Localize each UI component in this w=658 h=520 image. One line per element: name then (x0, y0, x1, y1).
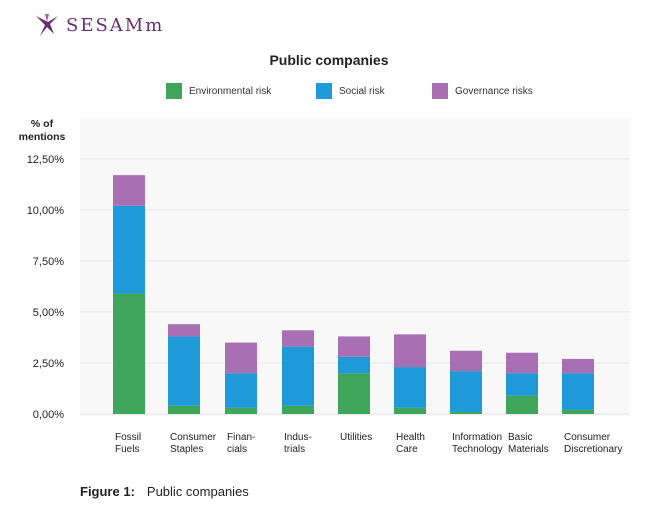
brand-name: SESAMm (66, 14, 165, 36)
bar-segment (168, 336, 200, 406)
bar-segment (562, 373, 594, 410)
bar-segment (282, 405, 314, 414)
legend-label: Governance risks (455, 85, 533, 97)
x-tick-label: Indus-trials (284, 432, 312, 455)
bar-segment (506, 395, 538, 414)
bar-segment (394, 367, 426, 408)
chart-legend: Environmental risk Social risk Governance … (0, 83, 658, 101)
bar-segment (562, 358, 594, 374)
x-tick-label: Health Care (396, 432, 425, 455)
legend-label: Environmental risk (189, 85, 272, 97)
bar-segment (562, 409, 594, 414)
bar-segment (282, 346, 314, 406)
x-tick-label: Information Technology (452, 432, 503, 455)
x-tick-label: Finan-cials (227, 432, 255, 455)
bar-segment (506, 373, 538, 396)
bar-segment (394, 334, 426, 368)
x-tick-label: Fossil Fuels (115, 432, 141, 455)
bar-segment (225, 407, 257, 414)
legend-item: Governance risks (432, 83, 533, 99)
bar-segment (168, 324, 200, 337)
bar-segment (225, 342, 257, 374)
bar-segment (282, 330, 314, 347)
y-tick-label: 5,00% (33, 307, 64, 319)
bar-segment (450, 350, 482, 372)
brand-logo: SESAMm (34, 10, 164, 40)
y-tick-label: 10,00% (27, 205, 65, 217)
bar-segment (450, 411, 482, 414)
bar-segment (168, 405, 200, 414)
legend-label: Social risk (339, 85, 385, 97)
chart-title: Public companies (269, 52, 389, 68)
figure-caption-label: Figure 1: (80, 484, 135, 499)
legend-item: Social risk (316, 83, 385, 99)
legend-swatch (432, 83, 448, 99)
y-tick-label: 2,50% (33, 358, 64, 370)
bar-segment (338, 356, 370, 374)
legend-swatch (316, 83, 332, 99)
bar-segment (113, 175, 145, 206)
legend-swatch (166, 83, 182, 99)
bar-segment (394, 407, 426, 414)
y-axis-label: % of mentions (18, 118, 66, 143)
figure-caption: Figure 1: Public companies (80, 484, 249, 499)
bar-segment (338, 373, 370, 414)
sesamm-logo-icon (36, 14, 58, 36)
x-tick-label: Basic Materials (508, 432, 549, 455)
stacked-bar-chart: 0,00% 2,50% 5,00% 7,50% 10,00% 12,50% Fossil Fu… (27, 154, 630, 455)
bar-segment (450, 371, 482, 412)
bar-segment (113, 293, 145, 414)
y-tick-label: 7,50% (33, 256, 64, 268)
y-tick-label: 12,50% (27, 154, 65, 166)
x-tick-label: Utilities (340, 432, 372, 443)
bar-segment (506, 352, 538, 374)
bar-segment (338, 336, 370, 357)
figure-caption-text: Public companies (146, 484, 249, 499)
x-tick-label: Consumer Staples (170, 432, 217, 455)
y-tick-label: 0,00% (33, 409, 64, 421)
bar-segment (113, 205, 145, 294)
bar-segment (225, 373, 257, 408)
legend-item: Environmental risk (166, 83, 271, 99)
x-tick-label: Consumer Discretionary (564, 432, 622, 455)
